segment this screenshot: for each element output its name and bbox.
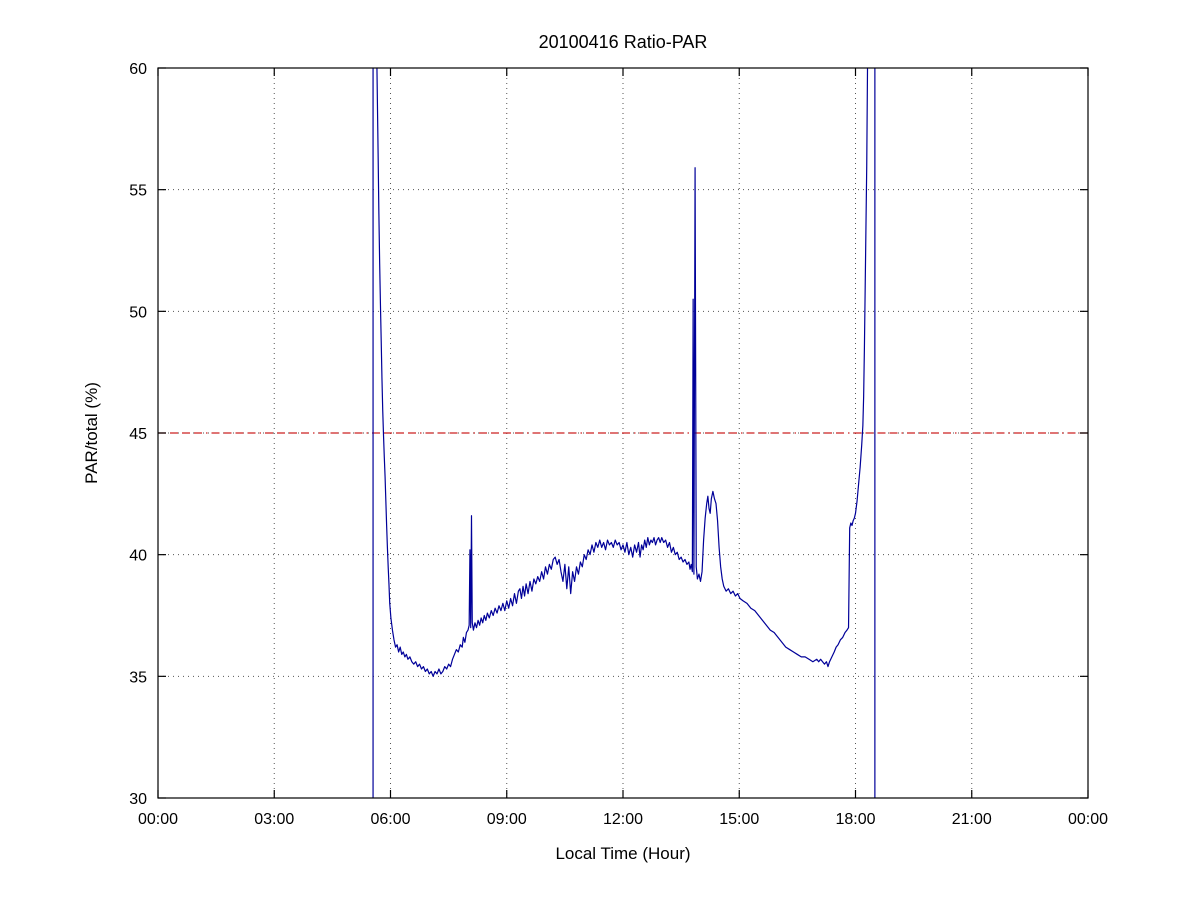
x-tick-label: 03:00 [254, 811, 294, 828]
x-tick-label: 00:00 [138, 811, 178, 828]
series-layer [372, 67, 876, 798]
x-tick-label: 00:00 [1068, 811, 1108, 828]
y-tick-label: 50 [129, 304, 147, 321]
y-tick-label: 30 [129, 791, 147, 808]
y-tick-label: 45 [129, 426, 147, 443]
x-tick-label: 12:00 [603, 811, 643, 828]
x-tick-label: 15:00 [719, 811, 759, 828]
tick-label-layer: 00:00 03:00 06:00 09:00 12:00 15:00 18:00 21:00… [129, 61, 1108, 828]
x-tick-label: 06:00 [370, 811, 410, 828]
y-tick-label: 35 [129, 669, 147, 686]
y-tick-label: 40 [129, 548, 147, 565]
y-tick-label: 60 [129, 61, 147, 78]
label-layer: 20100416 Ratio-PAR Local Time (Hour) PAR… [82, 32, 707, 863]
x-tick-label: 18:00 [835, 811, 875, 828]
y-axis-label: PAR/total (%) [82, 382, 101, 484]
axis-layer [157, 67, 1089, 799]
x-tick-label: 09:00 [487, 811, 527, 828]
x-axis-label: Local Time (Hour) [555, 844, 690, 863]
y-tick-label: 55 [129, 183, 147, 200]
ratio-series-line-segment [376, 67, 869, 677]
chart-title: 20100416 Ratio-PAR [539, 32, 708, 52]
x-tick-label: 21:00 [952, 811, 992, 828]
